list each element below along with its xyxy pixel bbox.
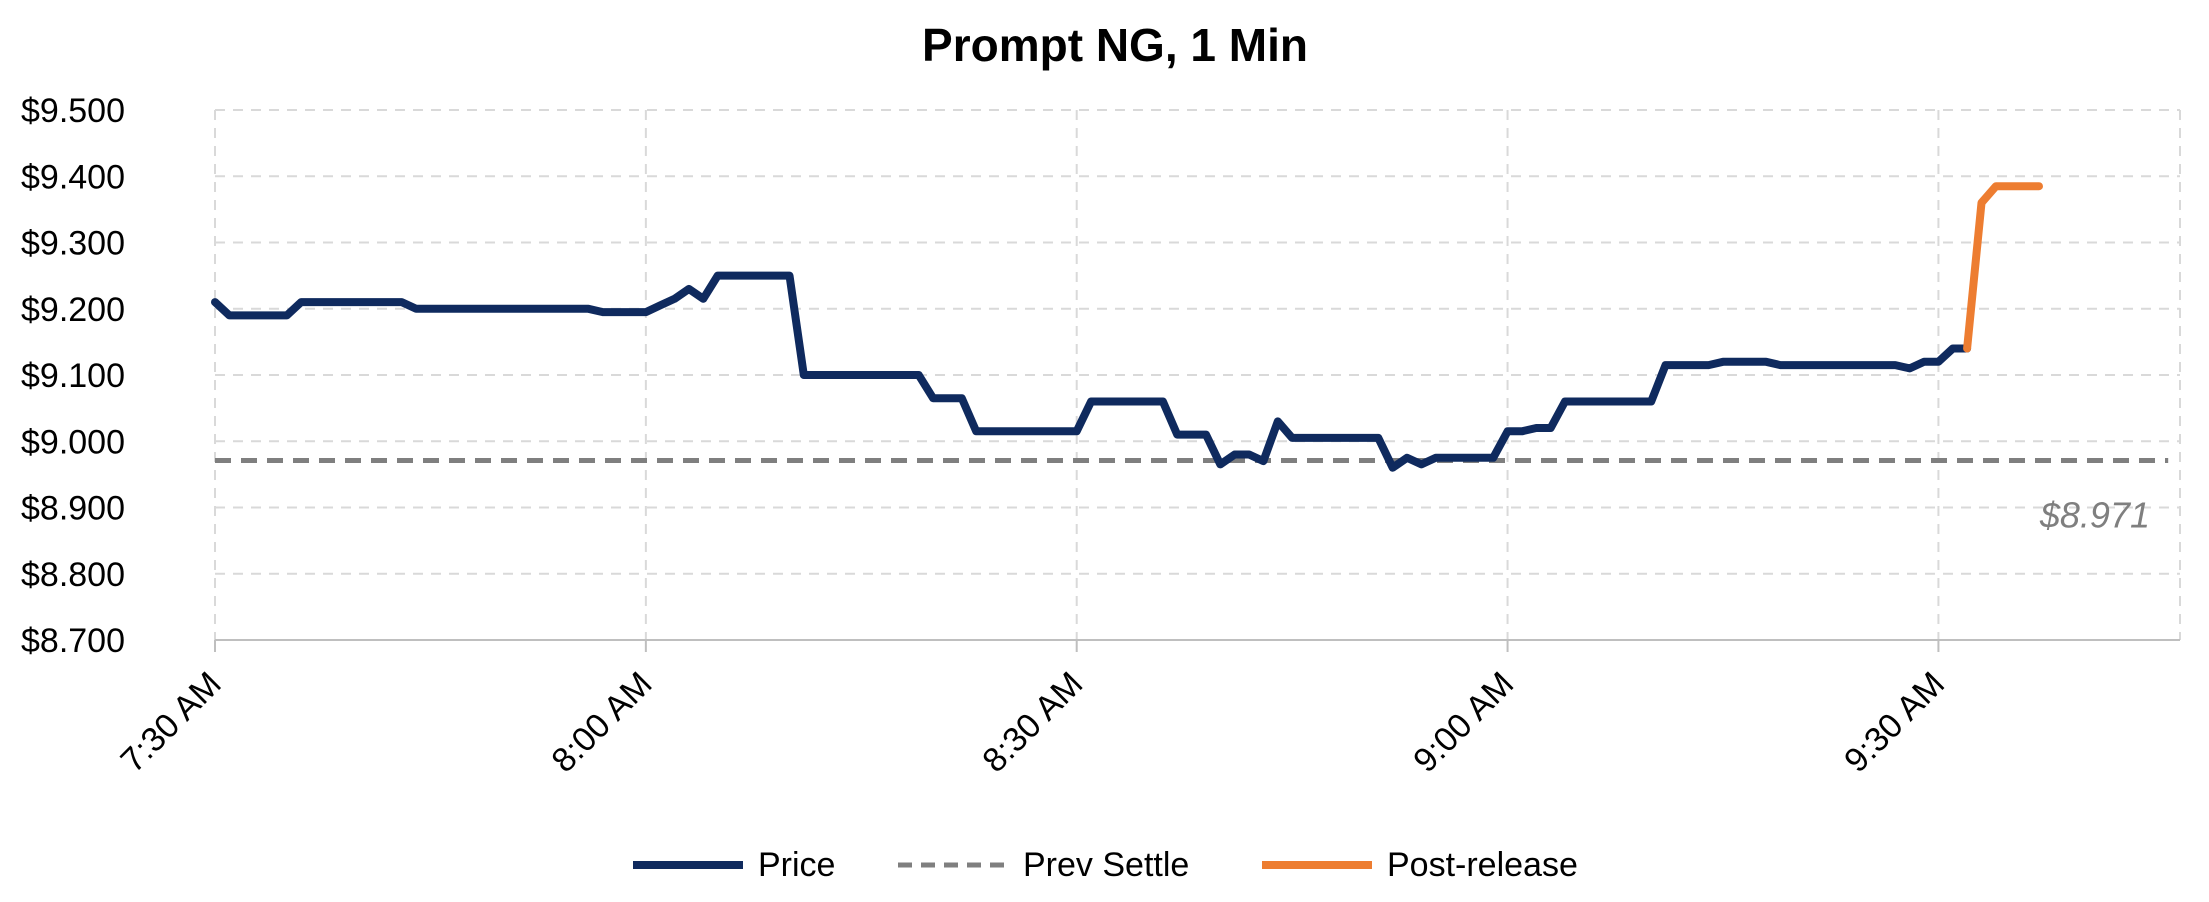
x-tick-label: 8:30 AM: [975, 665, 1090, 780]
post-release-line: [1963, 182, 2043, 353]
y-tick-label: $8.900: [21, 490, 125, 528]
y-tick-label: $8.700: [21, 622, 125, 660]
annotations: $8.971: [2039, 494, 2150, 535]
legend-item: Prev Settle: [898, 846, 1189, 884]
legend-item: Price: [633, 846, 835, 884]
x-tick-label: 7:30 AM: [114, 665, 229, 780]
y-tick-label: $9.200: [21, 291, 125, 329]
y-tick-label: $9.100: [21, 357, 125, 395]
y-tick-label: $9.400: [21, 158, 125, 196]
legend: Price Prev Settle Post-release: [633, 846, 1578, 884]
axes: $9.500 $9.400 $9.300 $9.200 $9.100 $9.000 $8.9…: [21, 92, 2180, 780]
x-tick-label: 9:30 AM: [1837, 665, 1952, 780]
grid: [214, 109, 2181, 640]
legend-item: Post-release: [1262, 846, 1578, 884]
legend-label-price: Price: [758, 846, 835, 884]
y-tick-label: $9.300: [21, 225, 125, 263]
y-tick-label: $9.000: [21, 423, 125, 461]
y-tick-label: $8.800: [21, 556, 125, 594]
legend-label-prev-settle: Prev Settle: [1023, 846, 1189, 884]
legend-label-post-release: Post-release: [1387, 846, 1578, 884]
prev-settle-value-label: $8.971: [2039, 494, 2150, 535]
price-line: [211, 271, 1972, 472]
x-tick-label: 8:00 AM: [544, 665, 659, 780]
chart-title: Prompt NG, 1 Min: [922, 19, 1308, 71]
x-tick-label: 9:00 AM: [1406, 665, 1521, 780]
y-tick-label: $9.500: [21, 92, 125, 130]
series-group: [211, 182, 2169, 472]
